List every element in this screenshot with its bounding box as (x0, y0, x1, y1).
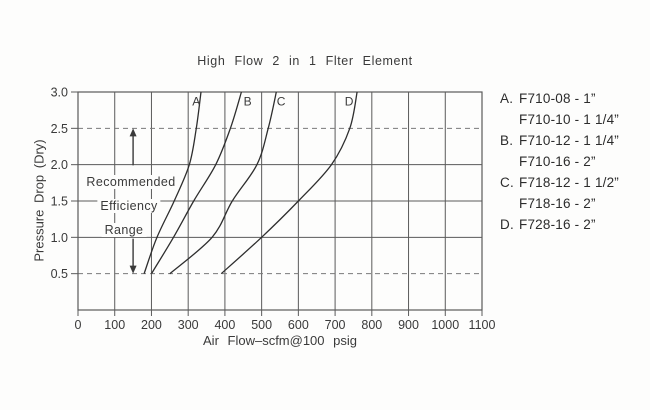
x-axis-label: Air Flow–scfm@100 psig (203, 333, 357, 348)
curve-C (169, 91, 277, 275)
x-tick-label: 300 (178, 318, 199, 332)
annotation-range: Range (101, 223, 147, 237)
y-tick-label: 3.0 (51, 86, 68, 100)
legend-part-number: F710-08 - 1” (519, 91, 596, 106)
legend-part-number: F710-12 - 1 1/4” (519, 133, 620, 148)
legend-part-number: F728-16 - 2” (519, 217, 596, 232)
legend-part-number: F710-10 - 1 1/4” (519, 112, 620, 127)
x-tick-label: 1100 (469, 318, 496, 332)
y-tick-label: 1.0 (51, 231, 68, 245)
x-tick-label: 1000 (431, 318, 459, 332)
curve-label-A: A (192, 94, 200, 108)
x-tick-label: 600 (288, 318, 309, 332)
legend-letter (500, 151, 519, 172)
legend-letter: A. (500, 91, 514, 106)
x-tick-label: 200 (141, 318, 162, 332)
legend-item: B. F710-12 - 1 1/4” (500, 130, 619, 151)
legend-letter: C. (500, 175, 514, 190)
x-tick-label: 800 (361, 318, 382, 332)
legend-letter: D. (500, 217, 514, 232)
curve-label-D: D (345, 94, 354, 108)
legend-part-number: F718-12 - 1 1/2” (519, 175, 620, 190)
legend-part-number: F710-16 - 2” (519, 154, 596, 169)
up-arrow-icon (129, 128, 137, 137)
legend-letter: B. (500, 133, 514, 148)
legend-item: F710-10 - 1 1/4” (500, 109, 619, 130)
curve-A (143, 91, 202, 274)
x-tick-label: 900 (398, 318, 419, 332)
legend-item: F710-16 - 2” (500, 151, 619, 172)
legend-item: C. F718-12 - 1 1/2” (500, 172, 619, 193)
series-legend: A. F710-08 - 1” F710-10 - 1 1/4” B. F710… (500, 88, 619, 235)
x-tick-label: 500 (251, 318, 272, 332)
curve-B (150, 91, 243, 275)
x-tick-label: 100 (104, 318, 125, 332)
y-tick-label: 2.0 (51, 158, 68, 172)
x-tick-label: 400 (214, 318, 235, 332)
legend-item: D. F728-16 - 2” (500, 214, 619, 235)
down-arrow-icon (129, 265, 137, 274)
annotation-efficiency: Efficiency (97, 199, 161, 213)
legend-item: A. F710-08 - 1” (500, 88, 619, 109)
curve-label-B: B (244, 94, 252, 108)
legend-item: F718-16 - 2” (500, 193, 619, 214)
chart-title: High Flow 2 in 1 Flter Element (197, 54, 413, 68)
legend-part-number: F718-16 - 2” (519, 196, 596, 211)
curve-label-C: C (277, 94, 286, 108)
legend-letter (500, 109, 519, 130)
x-tick-label: 0 (75, 318, 82, 332)
annotation-recommended: Recommended (83, 175, 179, 189)
y-tick-label: 1.5 (51, 195, 68, 209)
legend-letter (500, 193, 519, 214)
curve-D (220, 91, 358, 275)
x-tick-label: 700 (325, 318, 346, 332)
y-tick-label: 2.5 (51, 122, 68, 136)
y-tick-label: 0.5 (51, 267, 68, 281)
